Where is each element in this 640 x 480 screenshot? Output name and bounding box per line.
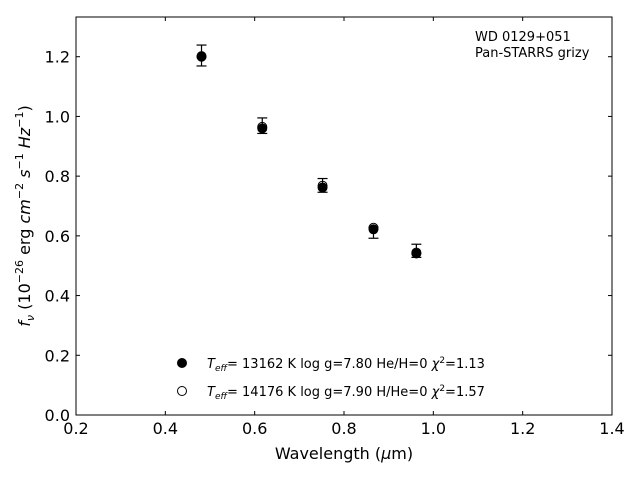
y-tick-label-0: 0.0 — [45, 406, 70, 425]
legend-marker-open — [177, 386, 187, 396]
series-1-point-0 — [196, 51, 207, 62]
legend-marker-filled — [177, 358, 187, 368]
x-axis-label: Wavelength (μm) — [275, 444, 413, 463]
annotation-line-1: WD 0129+051 — [475, 30, 571, 45]
legend-entry-1: Teff= 13162 K log g=7.80 He/H=0 χ2=1.13 — [207, 356, 485, 374]
y-tick-label-4: 0.8 — [45, 167, 70, 186]
series-1-point-2 — [317, 180, 328, 191]
y-tick-label-3: 0.6 — [45, 227, 70, 246]
series-1-point-3 — [368, 222, 379, 233]
y-tick-label-1: 0.2 — [45, 346, 70, 365]
x-tick-label-4: 1.0 — [421, 419, 446, 438]
data-layer — [196, 44, 422, 259]
legend: Teff= 13162 K log g=7.80 He/H=0 χ2=1.13 … — [177, 356, 485, 402]
svg-text:fν (10−26 erg cm−2 s−1 Hz−1): fν (10−26 erg cm−2 s−1 Hz−1) — [13, 105, 37, 326]
y-tick-label-6: 1.2 — [45, 48, 70, 67]
legend-entry-2: Teff= 14176 K log g=7.90 H/He=0 χ2=1.57 — [207, 384, 485, 402]
x-tick-label-0: 0.2 — [63, 419, 88, 438]
y-axis-label: fν (10−26 erg cm−2 s−1 Hz−1) — [13, 105, 37, 326]
plot-frame — [75, 16, 613, 416]
y-tick-label-5: 1.0 — [45, 107, 70, 126]
series-1-point-4 — [411, 247, 422, 258]
annotation-line-2: Pan-STARRS grizy — [475, 46, 590, 61]
x-tick-label-1: 0.4 — [153, 419, 178, 438]
tick-layer: 0.2 0.4 0.6 0.8 1.0 1.2 1.40.00.20.40.60.81.01… — [45, 17, 625, 438]
y-tick-label-2: 0.4 — [45, 287, 70, 306]
x-tick-label-3: 0.8 — [331, 419, 356, 438]
series-1-point-1 — [257, 121, 268, 132]
x-tick-label-5: 1.2 — [510, 419, 535, 438]
x-tick-label-6: 1.4 — [599, 419, 624, 438]
x-tick-label-2: 0.6 — [242, 419, 267, 438]
